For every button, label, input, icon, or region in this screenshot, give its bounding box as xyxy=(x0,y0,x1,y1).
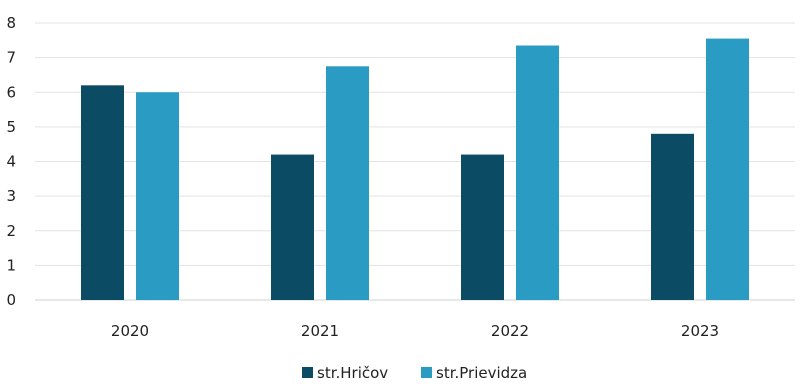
bar-hricov-2022 xyxy=(461,154,504,300)
legend-swatch xyxy=(421,367,432,378)
y-tick-label: 4 xyxy=(6,153,16,171)
x-tick-label: 2021 xyxy=(301,322,339,340)
y-tick-label: 6 xyxy=(6,83,16,101)
x-tick-label: 2023 xyxy=(681,322,719,340)
bar-prievidza-2023 xyxy=(706,38,749,301)
y-tick-label: 3 xyxy=(6,187,16,205)
legend-label: str.Prievidza xyxy=(436,364,527,382)
y-tick-label: 8 xyxy=(6,14,16,32)
bar-hricov-2023 xyxy=(651,133,694,300)
x-tick-label: 2020 xyxy=(111,322,149,340)
legend-item-prievidza: str.Prievidza xyxy=(421,364,527,382)
y-tick-label: 0 xyxy=(6,291,16,309)
legend-label: str.Hričov xyxy=(317,364,388,382)
bar-prievidza-2021 xyxy=(326,66,369,300)
y-tick-label: 7 xyxy=(6,49,16,67)
y-tick-label: 2 xyxy=(6,222,16,240)
legend-swatch xyxy=(302,367,313,378)
bar-hricov-2021 xyxy=(271,154,314,300)
legend-item-hricov: str.Hričov xyxy=(302,364,388,382)
y-tick-label: 1 xyxy=(6,256,16,274)
bar-prievidza-2022 xyxy=(516,45,559,300)
legend: str.Hričov str.Prievidza xyxy=(302,364,527,382)
x-tick-label: 2022 xyxy=(491,322,529,340)
bar-prievidza-2020 xyxy=(136,92,179,300)
y-tick-label: 5 xyxy=(6,118,16,136)
x-axis: 2020 2021 2022 2023 xyxy=(111,322,719,340)
bars xyxy=(81,38,749,301)
y-axis: 0 1 2 3 4 5 6 7 8 xyxy=(6,14,16,309)
bar-hricov-2020 xyxy=(81,85,124,300)
